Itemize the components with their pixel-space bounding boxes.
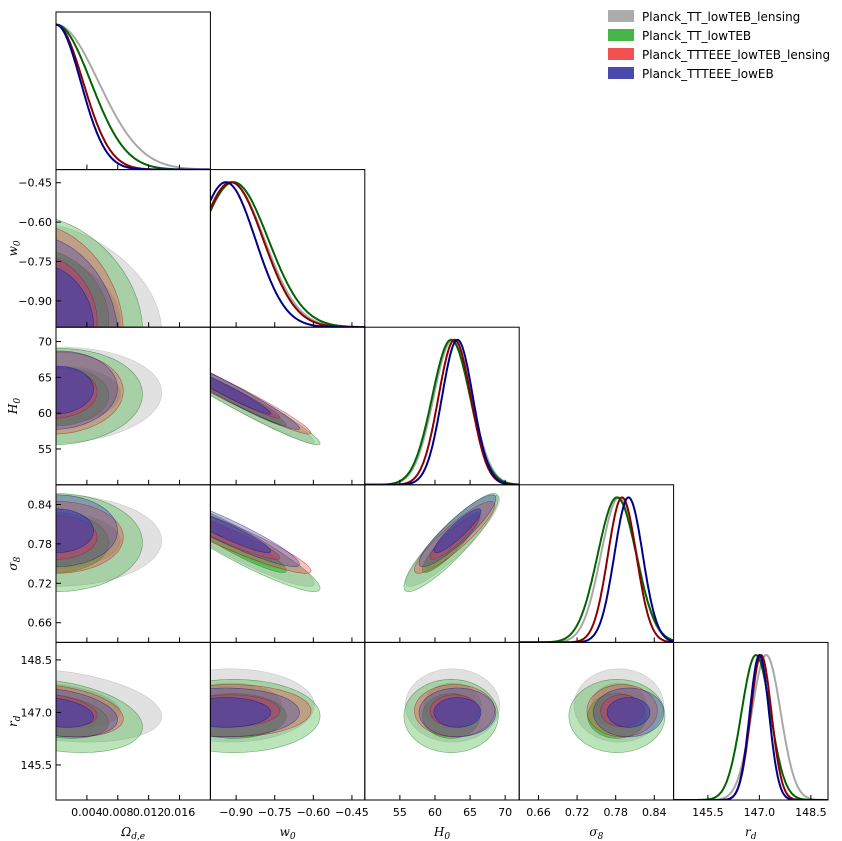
contour-sigma8-vs-omega-Planck_TTTEEE_lowEB-inner bbox=[56, 508, 94, 553]
y-tick-label-w0: −0.60 bbox=[18, 216, 52, 229]
x-tick-label-H0: 65 bbox=[463, 806, 477, 819]
panel-sigma8-vs-w0 bbox=[209, 484, 366, 643]
contour-sigma8-vs-H0-Planck_TTTEEE_lowEB-inner bbox=[433, 508, 482, 553]
y-tick-label-w0: −0.45 bbox=[18, 177, 52, 190]
panel-sigma8-vs-omega: 0.66 0.72 0.78 0.84 σ8 bbox=[6, 484, 211, 643]
panel-sigma8-vs-H0 bbox=[364, 484, 520, 643]
panel-sigma8-vs-sigma8 bbox=[518, 484, 675, 643]
panel-frame bbox=[209, 169, 366, 328]
curve-omega-Planck_TT_lowTEB_lensing bbox=[56, 23, 211, 170]
x-tick-label-omega: 0.008 bbox=[102, 806, 134, 819]
y-tick-label-sigma8: 0.78 bbox=[28, 538, 53, 551]
contour-rd-vs-sigma8-Planck_TTTEEE_lowEB-inner bbox=[606, 697, 651, 728]
x-axis-label-rd: rd bbox=[745, 825, 757, 841]
legend-label-3: Planck_TTTEEE_lowEB bbox=[642, 67, 774, 81]
y-tick-label-w0: −0.75 bbox=[18, 256, 52, 269]
curve-rd-Planck_TTTEEE_lowTEB_lensing bbox=[673, 654, 828, 801]
curve-w0-Planck_TTTEEE_lowEB bbox=[210, 181, 365, 328]
panel-rd-vs-w0: −0.90 −0.75 −0.60 −0.45 w0 bbox=[209, 641, 369, 841]
x-tick-label-omega: 0.012 bbox=[133, 806, 165, 819]
y-tick-label-rd: 145.5 bbox=[21, 759, 53, 772]
x-tick-label-rd: 145.5 bbox=[692, 806, 724, 819]
curve-sigma8-Planck_TTTEEE_lowEB bbox=[519, 496, 674, 643]
y-tick-label-rd: 147.0 bbox=[21, 706, 53, 719]
contour-w0-vs-omega-Planck_TTTEEE_lowEB-inner bbox=[56, 267, 94, 328]
legend-swatch-2 bbox=[608, 48, 634, 60]
panel-w0-vs-omega: −0.90 −0.75 −0.60 −0.45 w0 bbox=[6, 169, 211, 328]
x-tick-label-sigma8: 0.66 bbox=[526, 806, 551, 819]
y-tick-label-H0: 70 bbox=[38, 336, 52, 349]
curve-w0-Planck_TT_lowTEB bbox=[210, 181, 365, 328]
panel-frame bbox=[55, 11, 211, 171]
y-tick-label-sigma8: 0.66 bbox=[28, 617, 53, 630]
curve-rd-Planck_TT_lowTEB_lensing bbox=[673, 653, 828, 801]
legend-label-0: Planck_TT_lowTEB_lensing bbox=[642, 10, 800, 24]
legend-swatch-0 bbox=[608, 10, 634, 22]
x-tick-label-sigma8: 0.72 bbox=[565, 806, 590, 819]
panel-H0-vs-H0 bbox=[364, 326, 520, 486]
x-axis-label-omega: Ωd,e bbox=[120, 825, 145, 841]
curve-w0-Planck_TT_lowTEB_lensing bbox=[210, 181, 365, 328]
x-axis-label-w0: w0 bbox=[280, 825, 296, 841]
panel-rd-vs-rd: 145.5 147.0 148.5 rd bbox=[673, 641, 829, 841]
curve-rd-Planck_TTTEEE_lowEB bbox=[673, 653, 828, 801]
curve-sigma8-Planck_TTTEEE_lowTEB_lensing bbox=[519, 496, 674, 643]
contour-rd-vs-H0-Planck_TTTEEE_lowEB-inner bbox=[433, 697, 482, 728]
y-tick-label-w0: −0.90 bbox=[18, 295, 52, 308]
curve-H0-Planck_TT_lowTEB_lensing bbox=[364, 338, 520, 485]
panel-frame bbox=[673, 641, 829, 801]
panel-rd-vs-sigma8: 0.66 0.72 0.78 0.84 σ8 bbox=[518, 641, 675, 841]
x-axis-label-H0: H0 bbox=[433, 825, 450, 841]
x-tick-label-w0: −0.45 bbox=[335, 806, 369, 819]
x-tick-label-H0: 55 bbox=[393, 806, 407, 819]
x-tick-label-w0: −0.90 bbox=[219, 806, 253, 819]
x-tick-label-omega: 0.016 bbox=[164, 806, 196, 819]
x-tick-label-rd: 148.5 bbox=[795, 806, 827, 819]
x-tick-label-rd: 147.0 bbox=[744, 806, 776, 819]
y-tick-label-sigma8: 0.72 bbox=[28, 577, 53, 590]
legend-label-2: Planck_TTTEEE_lowTEB_lensing bbox=[642, 48, 830, 62]
panels: −0.90 −0.75 −0.60 −0.45 w0 55 60 65 70 H0 0.66 0.72… bbox=[6, 11, 829, 841]
y-tick-label-H0: 60 bbox=[38, 407, 52, 420]
contour-rd-vs-omega-Planck_TTTEEE_lowEB-inner bbox=[56, 697, 94, 728]
x-tick-label-sigma8: 0.84 bbox=[642, 806, 667, 819]
y-axis-label-w0: w0 bbox=[6, 240, 23, 256]
contour-H0-vs-omega-Planck_TTTEEE_lowEB-inner bbox=[56, 366, 94, 415]
x-tick-label-sigma8: 0.78 bbox=[603, 806, 628, 819]
y-tick-label-sigma8: 0.84 bbox=[28, 499, 53, 512]
y-axis-label-H0: H0 bbox=[6, 398, 23, 415]
panel-frame bbox=[364, 326, 520, 486]
panel-w0-vs-w0 bbox=[209, 169, 366, 328]
contour-sigma8-vs-w0-Planck_TTTEEE_lowEB-inner bbox=[210, 515, 272, 553]
y-tick-label-rd: 148.5 bbox=[21, 654, 53, 667]
y-tick-label-H0: 65 bbox=[38, 371, 52, 384]
curve-rd-Planck_TT_lowTEB bbox=[673, 653, 828, 801]
panel-H0-vs-w0 bbox=[209, 326, 366, 486]
legend-swatch-3 bbox=[608, 67, 634, 79]
x-tick-label-w0: −0.60 bbox=[296, 806, 330, 819]
x-tick-label-w0: −0.75 bbox=[258, 806, 292, 819]
panel-omega-vs-omega bbox=[55, 11, 211, 171]
panel-rd-vs-omega: 0.004 0.008 0.012 0.016 145.5 147.0 148.5 rd Ωd,… bbox=[6, 641, 211, 841]
x-tick-label-omega: 0.004 bbox=[71, 806, 103, 819]
legend-label-1: Planck_TT_lowTEB bbox=[642, 29, 751, 43]
x-tick-label-H0: 70 bbox=[498, 806, 512, 819]
panel-H0-vs-omega: 55 60 65 70 H0 bbox=[6, 326, 211, 486]
contour-H0-vs-w0-Planck_TTTEEE_lowEB-inner bbox=[210, 376, 272, 415]
curve-w0-Planck_TTTEEE_lowTEB_lensing bbox=[210, 181, 365, 328]
contour-rd-vs-w0-Planck_TTTEEE_lowEB-inner bbox=[210, 697, 272, 728]
y-axis-label-rd: rd bbox=[6, 715, 23, 727]
panel-rd-vs-H0: 55 60 65 70 H0 bbox=[364, 641, 520, 841]
legend-swatch-1 bbox=[608, 29, 634, 41]
y-tick-label-H0: 55 bbox=[38, 443, 52, 456]
x-tick-label-H0: 60 bbox=[428, 806, 442, 819]
x-axis-label-sigma8: σ8 bbox=[589, 825, 603, 841]
y-axis-label-sigma8: σ8 bbox=[6, 556, 23, 570]
legend: Planck_TT_lowTEB_lensing Planck_TT_lowTEB… bbox=[608, 10, 830, 81]
